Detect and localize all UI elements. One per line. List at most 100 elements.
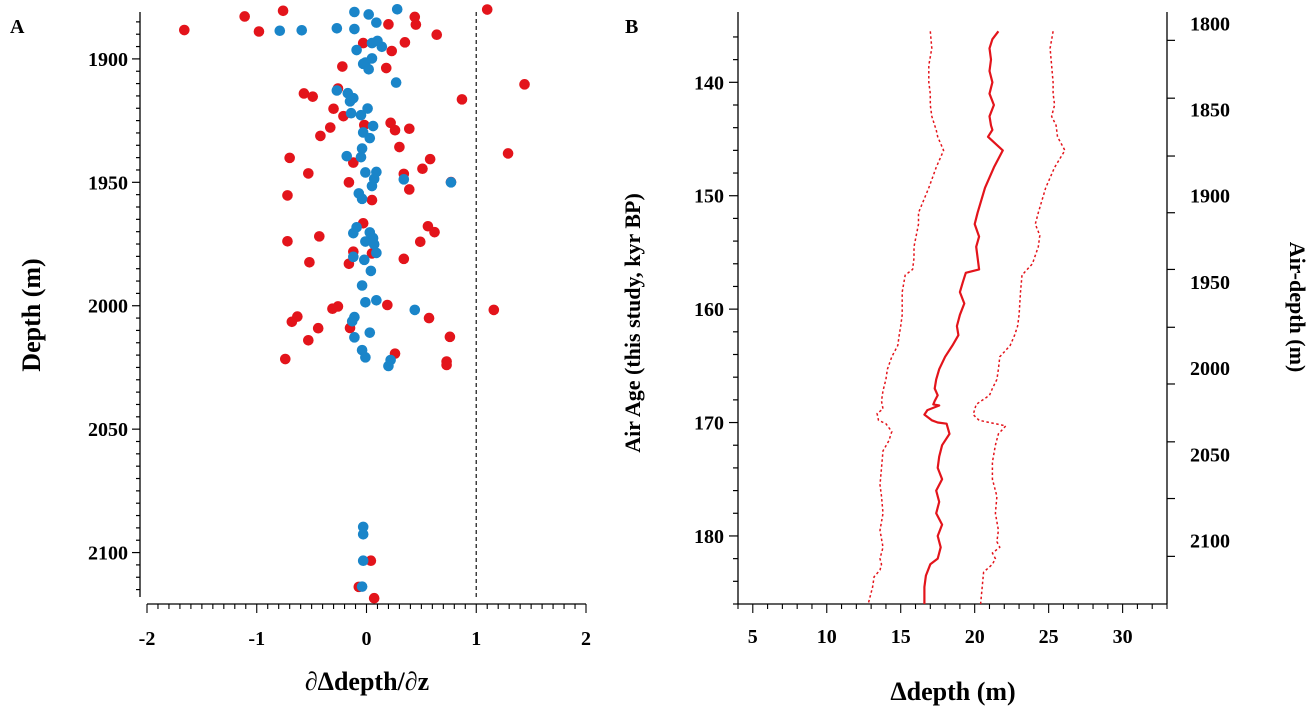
panel-a-x-tick-label: 0 bbox=[362, 628, 372, 650]
blue-point bbox=[355, 151, 367, 163]
red-point bbox=[441, 359, 452, 371]
red-point bbox=[284, 152, 295, 164]
red-point bbox=[380, 62, 392, 74]
panel-b-x-tick-label: 25 bbox=[1039, 626, 1059, 648]
blue-point bbox=[368, 238, 380, 250]
panel-b-mean-line bbox=[923, 30, 1004, 604]
red-point bbox=[398, 253, 410, 265]
panel-b-right-tick-label: 2100 bbox=[1190, 530, 1230, 552]
red-point bbox=[394, 141, 405, 153]
red-point bbox=[365, 555, 377, 567]
panel-b-y-tick-label: 180 bbox=[694, 526, 724, 548]
blue-point bbox=[355, 109, 367, 121]
blue-point bbox=[341, 150, 353, 162]
panel-b-bound-line-1 bbox=[867, 31, 945, 605]
panel-a-label: A bbox=[10, 16, 25, 38]
panel-b-xlabel: Δdepth (m) bbox=[890, 677, 1015, 706]
red-point bbox=[444, 331, 456, 343]
blue-point bbox=[391, 3, 403, 15]
panel-a-x-tick-label: 2 bbox=[581, 628, 591, 650]
blue-point bbox=[349, 332, 360, 343]
red-point bbox=[502, 148, 514, 159]
panel-a-x-tick-label: -1 bbox=[248, 628, 265, 650]
blue-point bbox=[363, 9, 374, 20]
blue-point bbox=[360, 352, 371, 363]
panel-a-x-tick-label: -2 bbox=[139, 628, 156, 650]
blue-point bbox=[348, 251, 359, 263]
blue-point bbox=[359, 254, 370, 266]
red-point bbox=[348, 157, 359, 168]
blue-point bbox=[371, 295, 382, 306]
blue-point bbox=[364, 132, 376, 144]
red-point bbox=[382, 299, 393, 311]
red-point bbox=[314, 231, 325, 242]
panel-a-xlabel: ∂Δdepth/∂z bbox=[305, 667, 429, 696]
red-point bbox=[327, 303, 338, 314]
blue-point bbox=[357, 521, 369, 533]
panel-b-lines bbox=[867, 30, 1066, 605]
blue-point bbox=[371, 247, 382, 259]
red-point bbox=[303, 334, 314, 346]
blue-point bbox=[357, 529, 369, 540]
blue-point bbox=[274, 25, 286, 37]
panel-b-right-tick-label: 1850 bbox=[1190, 100, 1230, 122]
red-point bbox=[303, 168, 314, 179]
panel-b-right-tick-label: 2050 bbox=[1190, 444, 1230, 466]
red-point bbox=[357, 37, 369, 49]
red-point bbox=[366, 194, 378, 206]
blue-point bbox=[371, 17, 382, 28]
red-point bbox=[312, 322, 324, 334]
red-point bbox=[277, 5, 289, 17]
red-point bbox=[383, 19, 394, 30]
panel-b-right-tick-label: 1900 bbox=[1190, 186, 1230, 208]
red-point bbox=[414, 236, 426, 248]
red-point bbox=[239, 11, 250, 22]
blue-point bbox=[349, 6, 360, 18]
blue-point bbox=[398, 174, 410, 185]
blue-point bbox=[331, 85, 343, 96]
red-point bbox=[488, 304, 500, 316]
blue-point bbox=[365, 265, 377, 277]
panel-b-right-tick-label: 2000 bbox=[1190, 358, 1230, 380]
panel-a-y-tick-label: 2100 bbox=[88, 543, 128, 565]
red-point bbox=[389, 124, 401, 136]
red-point bbox=[337, 61, 348, 72]
blue-point bbox=[360, 296, 371, 308]
red-point bbox=[304, 256, 315, 268]
panel-b-ticks: 140 150 160 170 180 5 10 15 20 25 30 1800 1850 1900 19… bbox=[694, 13, 1230, 648]
panel-a: A Depth (m) ∂Δdepth/∂z 1900 1950 2000 2050 2… bbox=[10, 3, 591, 696]
panel-b-x-tick-label: 5 bbox=[748, 626, 758, 648]
blue-point bbox=[383, 360, 394, 372]
red-point bbox=[286, 316, 298, 328]
panel-a-y-tick-label: 1900 bbox=[88, 49, 128, 71]
red-point bbox=[404, 123, 415, 135]
panel-b: B Air Age (this study, kyr BP) Air-depth… bbox=[620, 12, 1310, 706]
panel-a-y-tick-label: 2050 bbox=[88, 419, 128, 441]
panel-a-y-tick-label: 1950 bbox=[88, 172, 128, 194]
red-point bbox=[424, 153, 436, 165]
panel-b-x-tick-label: 30 bbox=[1113, 626, 1133, 648]
blue-point bbox=[360, 167, 371, 178]
red-point bbox=[328, 103, 339, 115]
panel-a-ticks: 1900 1950 2000 2050 2100 -2 -1 0 1 2 bbox=[88, 21, 591, 650]
panel-a-axes bbox=[139, 12, 586, 605]
red-point bbox=[386, 45, 398, 57]
blue-point bbox=[356, 193, 368, 205]
blue-point bbox=[331, 22, 343, 34]
panel-b-right-tick-label: 1950 bbox=[1190, 272, 1230, 294]
blue-point bbox=[366, 180, 378, 192]
red-point bbox=[282, 236, 293, 247]
blue-point bbox=[356, 143, 368, 154]
red-point bbox=[315, 130, 326, 142]
red-point bbox=[343, 177, 355, 188]
red-point bbox=[481, 4, 493, 15]
blue-point bbox=[367, 120, 379, 132]
red-point bbox=[282, 190, 293, 201]
red-point bbox=[410, 19, 422, 30]
red-point bbox=[368, 592, 380, 604]
red-point bbox=[456, 94, 468, 105]
red-point bbox=[279, 353, 291, 365]
red-point bbox=[404, 184, 415, 195]
red-point bbox=[298, 88, 310, 99]
blue-point bbox=[363, 63, 374, 75]
